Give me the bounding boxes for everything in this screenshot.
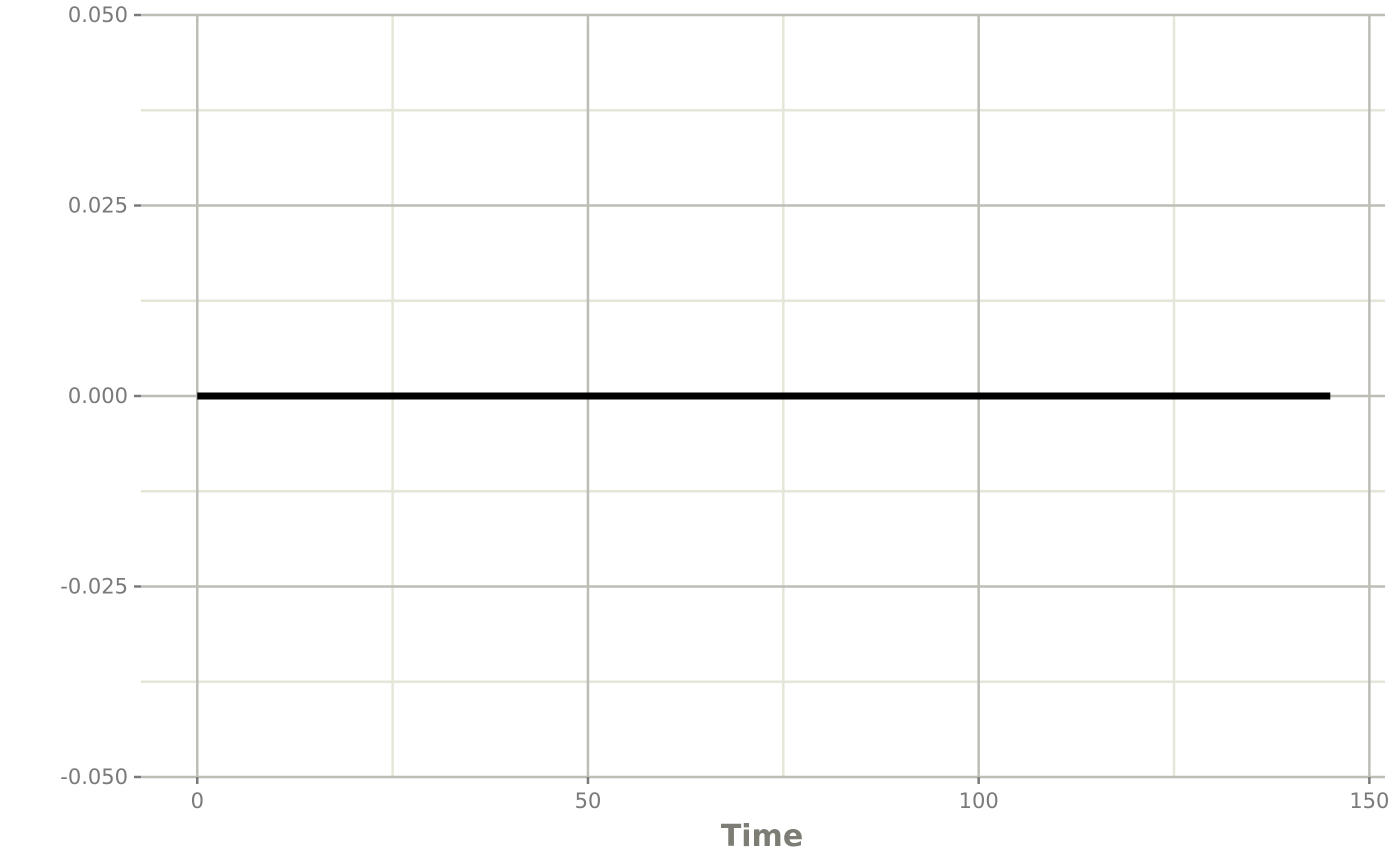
minor-gridlines <box>141 15 1385 777</box>
y-tick-label: 0.000 <box>68 384 128 408</box>
x-axis-title: Time <box>721 819 803 854</box>
tick-labels: -0.050 -0.025 0.000 0.025 0.050 0 50 100 150 <box>60 3 1389 813</box>
y-tick-label: -0.025 <box>60 575 128 599</box>
x-tick-label: 0 <box>191 789 204 813</box>
x-tick-label: 100 <box>959 789 999 813</box>
x-tick-label: 50 <box>575 789 602 813</box>
axes <box>134 13 1385 784</box>
y-tick-label: -0.050 <box>60 765 128 789</box>
y-tick-label: 0.050 <box>68 3 128 27</box>
y-tick-label: 0.025 <box>68 194 128 218</box>
x-tick-label: 150 <box>1349 789 1389 813</box>
